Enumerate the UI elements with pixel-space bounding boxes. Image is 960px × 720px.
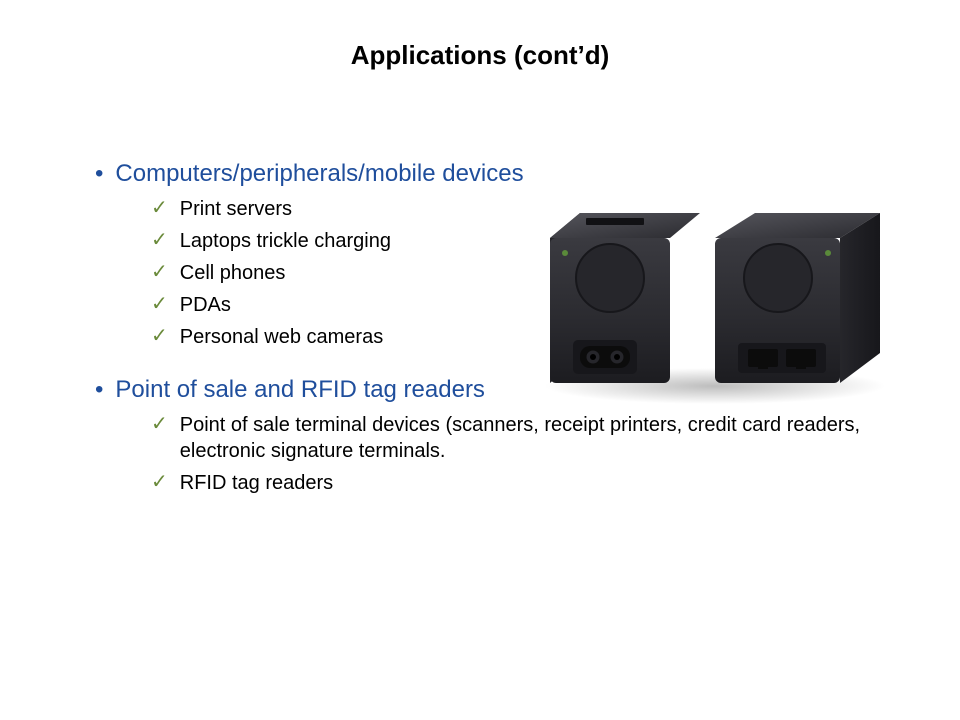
list-item-text: PDAs [180, 292, 231, 318]
bullet-dot-icon: • [95, 376, 103, 404]
list-item: ✓ Point of sale terminal devices (scanne… [151, 412, 900, 464]
list-item-text: Point of sale terminal devices (scanners… [180, 412, 880, 464]
check-icon: ✓ [151, 228, 168, 252]
list-item-text: Print servers [180, 196, 292, 222]
list-item-text: Cell phones [180, 260, 286, 286]
check-icon: ✓ [151, 292, 168, 316]
sub-list-1: ✓ Point of sale terminal devices (scanne… [151, 412, 900, 496]
check-icon: ✓ [151, 196, 168, 220]
check-icon: ✓ [151, 470, 168, 494]
bullet-heading: Point of sale and RFID tag readers [115, 376, 485, 404]
list-item: ✓ RFID tag readers [151, 470, 900, 496]
list-item-text: RFID tag readers [180, 470, 333, 496]
bullet-heading: Computers/peripherals/mobile devices [115, 160, 523, 188]
list-item-text: Personal web cameras [180, 324, 383, 350]
product-image [510, 178, 910, 408]
check-icon: ✓ [151, 324, 168, 348]
check-icon: ✓ [151, 412, 168, 436]
check-icon: ✓ [151, 260, 168, 284]
list-item-text: Laptops trickle charging [180, 228, 391, 254]
slide-title: Applications (cont’d) [0, 40, 960, 71]
bullet-dot-icon: • [95, 160, 103, 188]
